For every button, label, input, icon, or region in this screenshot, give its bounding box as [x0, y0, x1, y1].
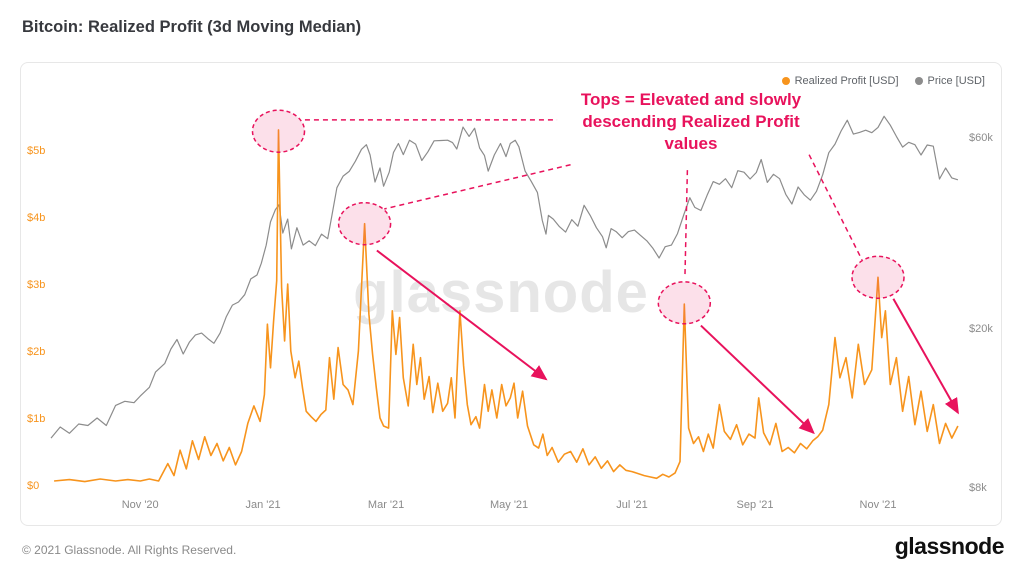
y-left-tick-label: $5b — [27, 145, 45, 157]
y-left-tick-label: $3b — [27, 279, 45, 291]
x-tick-label: Mar '21 — [368, 499, 404, 511]
y-right-tick-label: $20k — [969, 323, 993, 335]
annotation-arrow — [700, 324, 815, 435]
annotation-circle — [337, 201, 392, 246]
chart-legend: Realized Profit [USD] Price [USD] — [781, 75, 985, 87]
annotation-dashed-line — [384, 164, 571, 210]
realized-profit-line — [54, 129, 959, 483]
legend-dot-realized-profit-icon — [781, 77, 790, 85]
copyright-text: © 2021 Glassnode. All Rights Reserved. — [22, 543, 237, 557]
chart-card: Realized Profit [USD] Price [USD] glassn… — [20, 62, 1002, 526]
legend-item-price[interactable]: Price [USD] — [914, 75, 985, 87]
chart-canvas: $0 $1b $2b $3b $4b $5b $60k $20k $8k Nov '20 Jan '… — [27, 109, 993, 511]
x-tick-label: Nov '21 — [860, 499, 897, 511]
annotation-arrow — [376, 249, 548, 381]
page-title: Bitcoin: Realized Profit (3d Moving Medi… — [22, 18, 362, 36]
y-right-tick-label: $60k — [969, 132, 993, 144]
annotation-dashed-line — [684, 170, 689, 278]
y-left-tick-label: $1b — [27, 413, 45, 425]
annotation-circle — [657, 281, 712, 325]
glassnode-logo: glassnode — [894, 533, 1005, 559]
y-left-tick-label: $4b — [27, 212, 45, 224]
legend-label-realized-profit: Realized Profit [USD] — [794, 75, 899, 87]
price-line — [50, 115, 959, 439]
legend-dot-price-icon — [914, 77, 923, 85]
annotation-arrow — [892, 298, 959, 415]
x-tick-label: Jan '21 — [246, 499, 281, 511]
x-tick-label: Jul '21 — [616, 499, 647, 511]
x-tick-label: Sep '21 — [737, 499, 774, 511]
annotation-circle — [851, 255, 905, 300]
x-tick-label: May '21 — [490, 499, 528, 511]
annotation-text: Tops = Elevated and slowly descending Re… — [580, 90, 802, 153]
annotation-circle — [251, 109, 306, 153]
y-left-tick-label: $2b — [27, 346, 45, 358]
legend-item-realized-profit[interactable]: Realized Profit [USD] — [781, 75, 899, 87]
legend-label-price: Price [USD] — [927, 75, 985, 87]
y-left-tick-label: $0 — [27, 480, 39, 492]
annotation-dashed-line — [808, 154, 863, 261]
x-tick-label: Nov '20 — [122, 499, 159, 511]
y-right-tick-label: $8k — [969, 482, 987, 494]
